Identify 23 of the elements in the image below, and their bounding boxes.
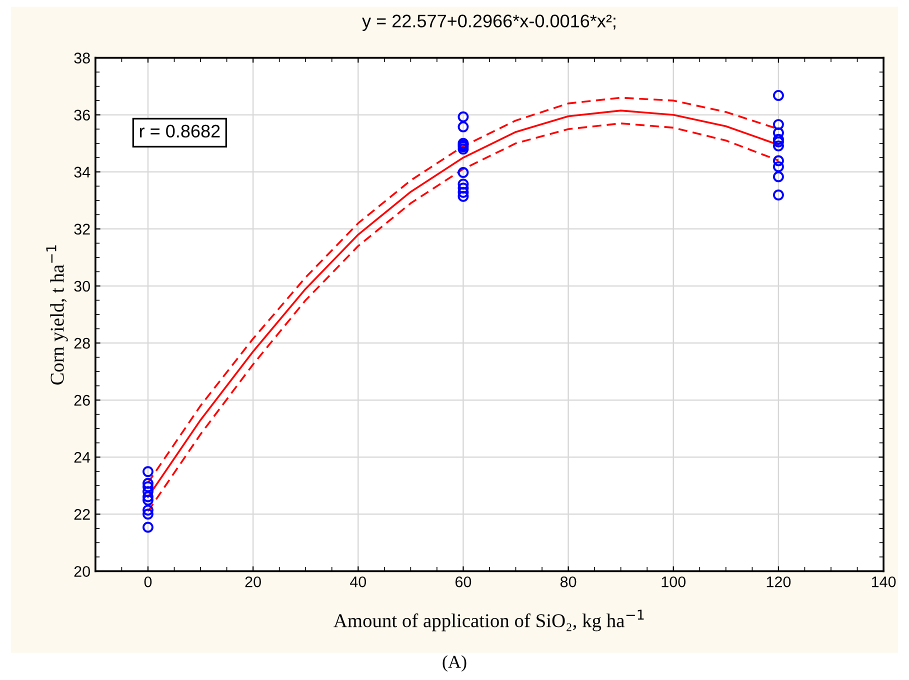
x-tick-label: 120 [766,576,791,588]
y-axis-title: Corn yield, t ha$^{−1}$ [46,245,68,385]
y-tick-label: 24 [74,452,90,463]
x-tick-label: 40 [350,576,366,588]
text: (A) [442,655,466,672]
y-tick-label: 34 [74,166,90,178]
y-tick-label: 32 [74,224,90,235]
x-tick-label: 20 [245,576,261,588]
y-tick-label: 26 [74,394,90,406]
x-axis-title: Amount of application of SiO₂, kg ha$^{−1}$ [334,610,644,632]
x-tick-label: 60 [456,576,472,588]
y-tick-label: 20 [74,566,90,577]
x-tick-label: 140 [872,576,896,588]
x-tick-label: 80 [560,576,576,588]
y-tick-label: 36 [74,110,90,121]
y-tick-label: 22 [74,509,90,520]
y-tick-label: 28 [74,338,90,349]
y-tick-label: 30 [74,280,90,292]
x-tick-label: 0 [144,576,152,588]
annotation: r = 0.8682 [140,124,220,138]
y-tick-label: 38 [74,52,90,64]
x-tick-label: 100 [662,576,686,588]
chart-title: y = 22.577+0.2966*x-0.0016*x²; [362,14,616,31]
